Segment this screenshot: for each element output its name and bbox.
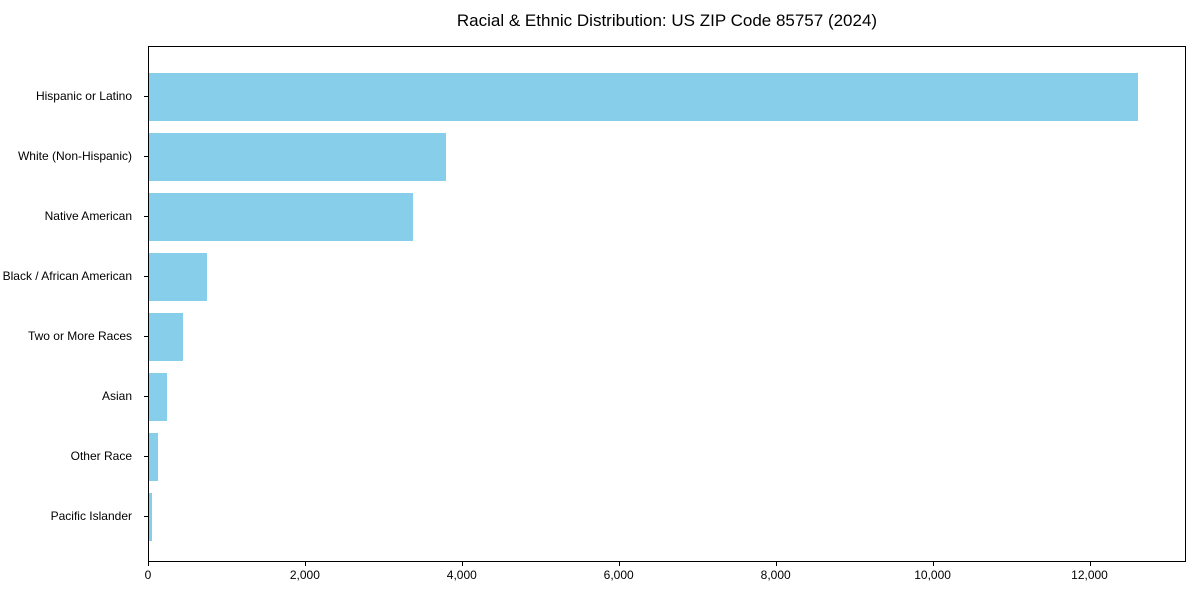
bar-hispanic-or-latino [149, 73, 1138, 121]
x-tick-mark [618, 562, 620, 566]
y-axis-label-white-non-hispanic: White (Non-Hispanic) [17, 149, 132, 163]
y-axis-label-pacific-islander: Pacific Islander [50, 509, 132, 523]
y-tick-mark [144, 456, 148, 457]
x-tick-mark [775, 562, 777, 566]
bar-other-race [149, 433, 158, 481]
chart-title: Racial & Ethnic Distribution: US ZIP Cod… [456, 11, 878, 30]
x-tick-mark [304, 562, 306, 566]
bar-pacific-islander [149, 493, 153, 541]
bar-native-american [149, 193, 413, 241]
bar-asian [149, 373, 167, 421]
y-axis-label-hispanic-or-latino: Hispanic or Latino [35, 89, 132, 103]
y-tick-mark [144, 396, 148, 397]
x-tick-mark [1089, 562, 1091, 566]
plot-area [148, 46, 1186, 562]
y-axis-label-native-american: Native American [44, 209, 132, 223]
y-tick-mark [144, 336, 148, 337]
x-tick-mark [461, 562, 463, 566]
y-tick-mark [144, 516, 148, 517]
x-tick-label-4-000: 4,000 [446, 568, 477, 582]
x-tick-label-8-000: 8,000 [760, 568, 791, 582]
x-tick-label-0: 0 [144, 568, 152, 582]
y-axis-labels: Hispanic or Latino White (Non-Hispanic) Na… [0, 46, 140, 562]
x-tick-label-10-000: 10,000 [914, 568, 951, 582]
bar-two-or-more-races [149, 313, 184, 361]
bar-black-african-american [149, 253, 208, 301]
x-tick-label-6-000: 6,000 [603, 568, 634, 582]
x-tick-label-12-000: 12,000 [1071, 568, 1108, 582]
y-axis-label-asian: Asian [101, 389, 132, 403]
y-axis-label-black-african-american: Black / African American [2, 269, 132, 283]
x-tick-mark [148, 562, 149, 566]
y-axis-label-other-race: Other Race [70, 449, 132, 463]
y-tick-mark [144, 156, 148, 157]
x-tick-mark [932, 562, 934, 566]
y-axis-label-two-or-more-races: Two or More Races [27, 329, 132, 343]
y-tick-mark [144, 276, 148, 277]
x-tick-label-2-000: 2,000 [289, 568, 320, 582]
y-tick-mark [144, 96, 148, 97]
y-tick-mark [144, 216, 148, 217]
bar-white-non-hispanic [149, 133, 446, 181]
